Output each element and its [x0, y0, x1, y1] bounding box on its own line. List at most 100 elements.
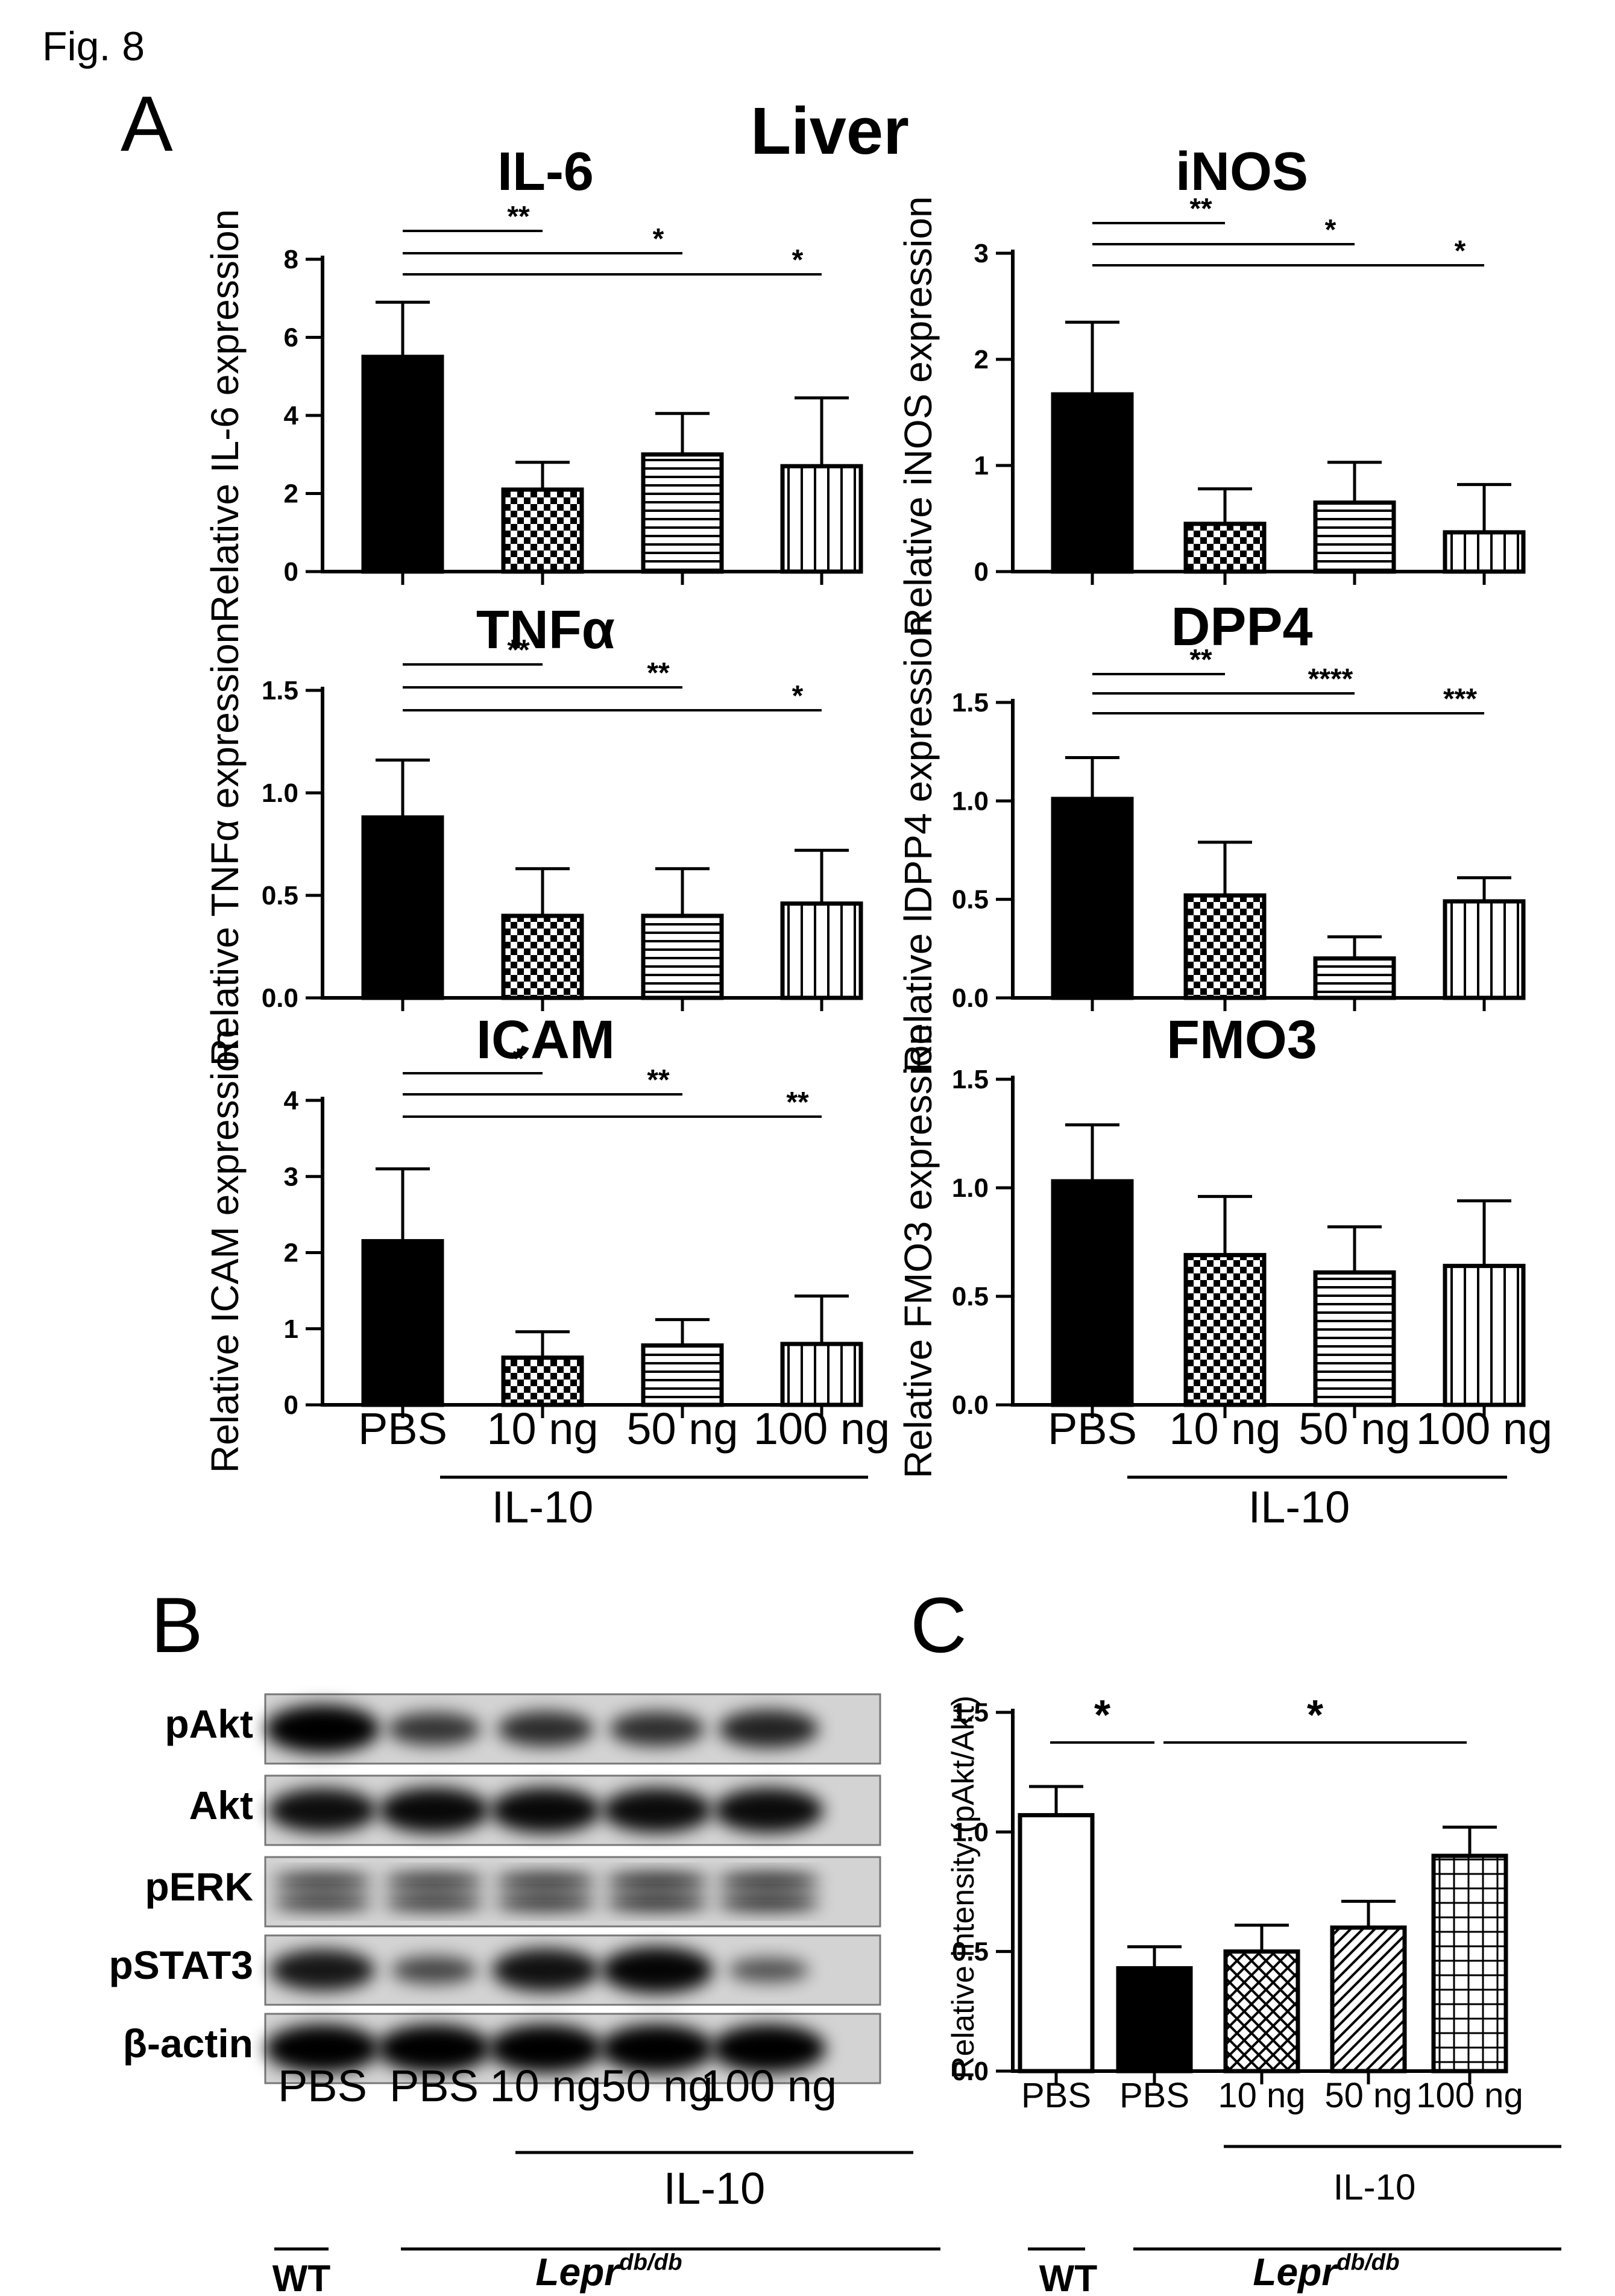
bar	[1051, 1179, 1134, 1407]
bar	[361, 1239, 444, 1407]
blot-band	[379, 1787, 490, 1834]
blot-strip	[264, 1856, 881, 1928]
blot-band	[273, 1873, 372, 1890]
significance-mark: *	[1094, 1691, 1111, 1738]
blot-row-label: pAkt	[165, 1702, 253, 1746]
bar	[361, 815, 444, 1000]
y-axis-label: Relative FMO3 expression	[896, 1024, 940, 1478]
panel-label-a: A	[121, 80, 173, 168]
bar	[1183, 893, 1267, 1000]
bar	[641, 452, 724, 574]
y-tick-label: 1.0	[952, 786, 989, 816]
il10-label: IL-10	[664, 2163, 766, 2213]
bar	[1443, 1264, 1526, 1407]
y-tick-label: 1.5	[952, 688, 989, 718]
category-label: 10 ng	[1169, 1404, 1280, 1454]
bar	[1330, 1925, 1407, 2074]
il10-label: IL-10	[492, 1482, 594, 1532]
y-tick-label: 0.5	[952, 885, 989, 915]
bar	[1051, 392, 1134, 574]
y-axis-label: Relative intensity (pAkt/Akt)	[946, 1695, 981, 2079]
category-label: PBS	[1119, 2076, 1189, 2115]
y-axis-label: Relative ICAM expression	[203, 1029, 247, 1473]
y-axis-label: Relative IL-6 expression	[203, 209, 247, 623]
blot-band	[265, 2024, 380, 2073]
bar	[1313, 500, 1396, 574]
blot-row-label: pERK	[145, 1864, 253, 1909]
significance-mark: **	[507, 201, 530, 233]
significance-mark: *	[1307, 1691, 1324, 1738]
y-tick-label: 2	[284, 479, 298, 509]
y-tick-label: 3	[284, 1162, 298, 1191]
y-tick-label: 1.0	[952, 1817, 989, 1847]
y-tick-label: 0.5	[262, 881, 298, 910]
blot-band	[602, 1788, 712, 1833]
bar	[1431, 1853, 1508, 2074]
y-tick-label: 0.0	[952, 2057, 989, 2086]
significance-mark: **	[647, 1064, 670, 1096]
blot-band	[601, 1946, 713, 1994]
bar	[501, 487, 584, 574]
y-tick-label: 2	[284, 1238, 298, 1268]
category-label: PBS	[1021, 2076, 1091, 2115]
bar	[501, 913, 584, 1000]
bar	[780, 901, 863, 1000]
blot-band	[391, 1956, 477, 1984]
y-tick-label: 1.5	[952, 1065, 989, 1094]
significance-mark: ***	[1443, 683, 1477, 715]
significance-mark: *	[792, 680, 804, 712]
bar	[1018, 1813, 1095, 2074]
blot-lane-label: 100 ng	[700, 2061, 837, 2111]
category-label: 50 ng	[1299, 1404, 1410, 1454]
category-label: 100 ng	[1416, 2076, 1523, 2115]
chart-title: iNOS	[1176, 142, 1308, 202]
wt-label: WT	[1039, 2258, 1098, 2296]
lepr-base: Lepr	[1253, 2250, 1338, 2294]
significance-mark: *	[653, 223, 664, 255]
bar	[1443, 530, 1526, 574]
blot-row-label: Akt	[189, 1783, 253, 1828]
y-tick-label: 1	[284, 1314, 298, 1344]
blot-row-label: pSTAT3	[109, 1943, 253, 1987]
bar	[1116, 1966, 1193, 2074]
panel-label-c: C	[910, 1581, 967, 1669]
chart-title: FMO3	[1166, 1010, 1317, 1070]
blot-band	[492, 1948, 599, 1992]
lepr-superscript: db/db	[619, 2249, 682, 2275]
bar	[641, 1343, 724, 1407]
significance-mark: ****	[1308, 663, 1353, 695]
bar	[1223, 1949, 1300, 2074]
tissue-title: Liver	[751, 94, 909, 168]
bar	[641, 913, 724, 1000]
y-tick-label: 4	[284, 401, 299, 430]
blot-band	[377, 2024, 491, 2073]
il10-label: IL-10	[1248, 1482, 1350, 1532]
figure-label: Fig. 8	[42, 24, 145, 69]
y-tick-label: 2	[974, 345, 989, 374]
blot-band	[384, 1894, 484, 1911]
blot-lane-label: 10 ng	[490, 2061, 601, 2111]
blot-lane-label: 50 ng	[601, 2061, 713, 2111]
y-tick-label: 0.0	[952, 1390, 989, 1420]
category-label: 50 ng	[1324, 2076, 1412, 2115]
y-tick-label: 1.0	[262, 778, 298, 808]
y-tick-label: 6	[284, 323, 298, 353]
lepr-base: Lepr	[535, 2250, 621, 2294]
y-tick-label: 1	[974, 451, 989, 481]
y-tick-label: 1.5	[952, 1698, 989, 1727]
blot-band	[600, 2024, 714, 2073]
wt-label: WT	[272, 2258, 331, 2296]
y-tick-label: 8	[284, 245, 298, 274]
lepr-superscript: db/db	[1336, 2249, 1399, 2275]
blot-band	[388, 1712, 480, 1746]
bar	[361, 355, 444, 574]
y-axis-label: Relative lDPP4 expression	[896, 616, 940, 1073]
significance-mark: **	[1189, 193, 1212, 225]
y-tick-label: 0	[284, 1390, 298, 1420]
blot-band	[273, 1894, 372, 1911]
lepr-label: Leprdb/db	[535, 2249, 682, 2294]
bar	[1183, 522, 1267, 574]
